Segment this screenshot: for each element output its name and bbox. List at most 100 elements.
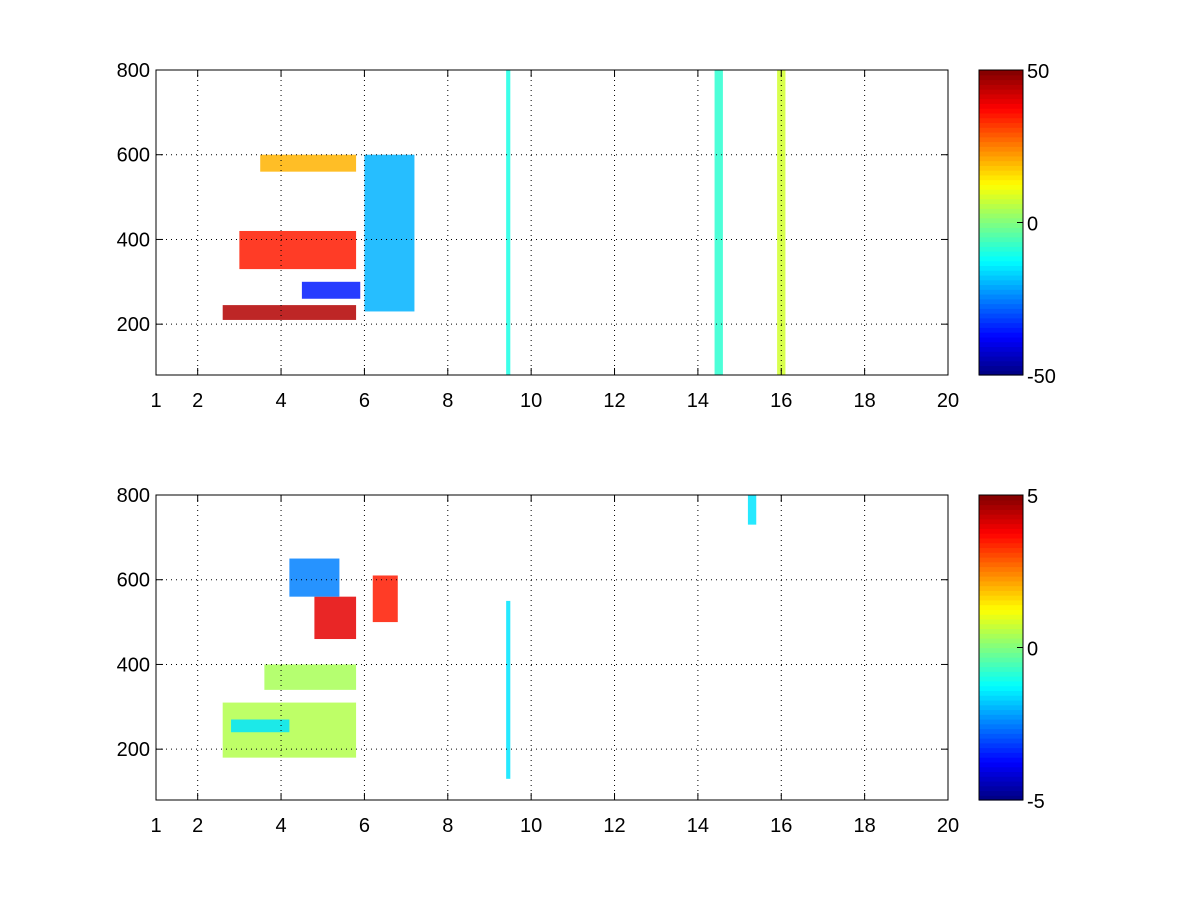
colorbar-swatch xyxy=(979,738,1023,744)
colorbar-swatch xyxy=(979,499,1023,506)
plot-frame xyxy=(155,494,949,801)
x-tick-label: 18 xyxy=(854,815,876,837)
colorbar-swatch xyxy=(979,676,1023,682)
y-tick-label: 600 xyxy=(117,145,150,167)
colorbar-swatch xyxy=(979,609,1023,615)
colorbar-swatch xyxy=(979,112,1023,119)
colorbar-swatch xyxy=(979,108,1023,114)
colorbar-swatch xyxy=(979,699,1023,706)
y-tick-label: 200 xyxy=(117,739,150,761)
colorbar-swatch xyxy=(979,193,1023,200)
x-tick-label: 2 xyxy=(192,390,203,412)
colorbar-swatch xyxy=(979,585,1023,591)
colorbar-swatch xyxy=(979,714,1023,720)
colorbar-swatch xyxy=(979,666,1023,672)
colorbar-swatch xyxy=(979,618,1023,625)
colorbar-swatch xyxy=(979,752,1023,758)
colorbar-swatch xyxy=(979,766,1023,773)
colorbar-swatch xyxy=(979,590,1023,596)
colorbar-swatch xyxy=(979,327,1023,333)
colorbar-swatch xyxy=(979,761,1023,768)
heatmap-cell-2 xyxy=(239,230,357,270)
colorbar-swatch xyxy=(979,795,1023,801)
colorbar-swatch xyxy=(979,284,1023,290)
heatmap-cell-3 xyxy=(260,154,357,172)
colorbar-tick-label: 50 xyxy=(1027,61,1049,83)
colorbar-swatch xyxy=(979,332,1023,338)
x-tick-label: 10 xyxy=(520,390,542,412)
colorbar-swatch xyxy=(979,552,1023,558)
heatmap-cell-5 xyxy=(364,154,415,312)
colorbar-swatch xyxy=(979,728,1023,734)
colorbar-swatch xyxy=(979,776,1023,782)
heatmap-cell-2 xyxy=(231,719,290,733)
heatmap-cell-8 xyxy=(747,495,757,525)
x-tick-label: 18 xyxy=(854,390,876,412)
colorbar-swatch xyxy=(979,571,1023,577)
colorbar-swatch xyxy=(979,246,1023,252)
colorbar-swatch xyxy=(979,623,1023,630)
colorbar-swatch xyxy=(979,561,1023,568)
colorbar-swatch xyxy=(979,542,1023,549)
heatmap-cell-4 xyxy=(301,281,361,299)
colorbar-swatch xyxy=(979,614,1023,620)
colorbar-tick-label: 0 xyxy=(1027,214,1038,236)
colorbar-swatch xyxy=(979,79,1023,85)
colorbar-swatch xyxy=(979,680,1023,687)
colorbar-swatch xyxy=(979,661,1023,668)
colorbar-swatch xyxy=(979,174,1023,181)
colorbar-swatch xyxy=(979,780,1023,787)
colorbar-swatch xyxy=(979,179,1023,185)
colorbar-swatch xyxy=(979,355,1023,362)
colorbar-swatch xyxy=(979,165,1023,171)
colorbar-swatch xyxy=(979,98,1023,104)
colorbar-swatch xyxy=(979,127,1023,133)
heatmap-cell-8 xyxy=(777,70,786,375)
colorbar-swatch xyxy=(979,346,1023,352)
colorbar-swatch xyxy=(979,533,1023,539)
colorbar-swatch xyxy=(979,227,1023,233)
colorbar-swatch xyxy=(979,537,1023,544)
heatmap-cell-6 xyxy=(289,558,340,597)
colorbar-swatch xyxy=(979,637,1023,644)
colorbar-swatch xyxy=(979,298,1023,305)
colorbar-swatch xyxy=(979,365,1023,371)
heatmap-cell-6 xyxy=(506,70,511,375)
colorbar-swatch xyxy=(979,370,1023,376)
colorbar-2: 5 0 -5 xyxy=(978,486,1045,813)
colorbar-swatch xyxy=(979,709,1023,715)
colorbar-swatch xyxy=(979,518,1023,525)
heatmap-cell-4 xyxy=(314,596,357,640)
colorbar-swatch xyxy=(979,103,1023,109)
colorbar-swatch xyxy=(979,360,1023,367)
colorbar-swatch xyxy=(979,556,1023,563)
colorbar-swatch xyxy=(979,117,1023,124)
colorbar-swatch xyxy=(979,317,1023,324)
colorbar-swatch xyxy=(979,70,1023,76)
colorbar-swatch xyxy=(979,336,1023,343)
colorbar-swatch xyxy=(979,685,1023,691)
colorbar-swatch xyxy=(979,146,1023,152)
y-tick-label: 600 xyxy=(117,570,150,592)
x-tick-label: 1 xyxy=(150,815,161,837)
colorbar-swatch xyxy=(979,576,1023,582)
colorbar-swatch xyxy=(979,733,1023,739)
colorbar-swatch xyxy=(979,633,1023,639)
colorbar-swatch xyxy=(979,723,1023,730)
colorbar-swatch xyxy=(979,308,1023,314)
x-tick-label: 14 xyxy=(687,815,709,837)
colorbar-swatch xyxy=(979,747,1023,753)
x-tick-label: 8 xyxy=(442,815,453,837)
colorbar-swatch xyxy=(979,671,1023,677)
colorbar-swatch xyxy=(979,184,1023,190)
colorbar-swatch xyxy=(979,547,1023,553)
colorbar-swatch xyxy=(979,704,1023,711)
x-tick-label: 1 xyxy=(150,390,161,412)
colorbar-swatch xyxy=(979,322,1023,328)
colorbar-swatch xyxy=(979,504,1023,510)
colorbar-swatch xyxy=(979,628,1023,634)
colorbar-swatch xyxy=(979,212,1023,219)
colorbar-swatch xyxy=(979,528,1023,534)
